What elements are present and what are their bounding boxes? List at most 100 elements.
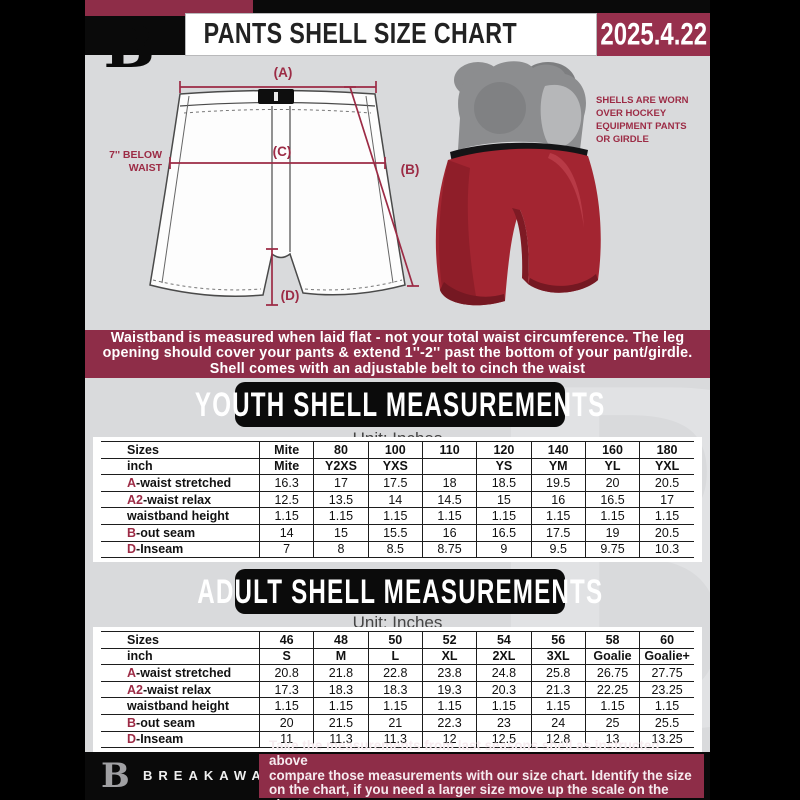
size-cell: 17 — [313, 474, 369, 492]
size-cell: 26.75 — [584, 664, 641, 682]
size-cell: 1.15 — [313, 697, 369, 715]
size-cell: 1.15 — [639, 697, 694, 715]
size-cell: 1.15 — [367, 697, 423, 715]
table-row: waistband height 1.15 1.15 1.15 1.15 1.15 1.15… — [101, 697, 694, 715]
size-cell: 1.15 — [313, 507, 369, 525]
size-cell: 20 — [258, 713, 315, 732]
size-cell: 110 — [421, 441, 478, 459]
youth-size-table: Sizes Mite 80 100 110 120 140 160 180 inch Mite Y2X… — [93, 437, 702, 563]
row-label: A-waist stretched — [101, 474, 260, 492]
size-cell: 1.15 — [258, 697, 315, 715]
size-cell: 17.3 — [258, 680, 315, 699]
equipment-note: SHELLS ARE WORN OVER HOCKEY EQUIPMENT PANT… — [596, 94, 706, 146]
table-row: Sizes 46 48 50 52 54 56 58 60 — [101, 631, 694, 649]
size-cell: Goalie+ — [639, 647, 694, 666]
size-cell: 17 — [639, 490, 694, 509]
size-cell: 22.25 — [584, 680, 641, 699]
size-cell: 15 — [313, 523, 369, 542]
row-label: D-Inseam — [101, 540, 260, 559]
size-cell: 11.3 — [367, 730, 423, 749]
size-cell: 1.15 — [421, 697, 478, 715]
adult-heading-text: ADULT SHELL MEASUREMENTS — [196, 571, 604, 611]
size-cell: 25.5 — [639, 713, 694, 732]
size-cell: 16 — [421, 523, 478, 542]
size-cell: 120 — [476, 441, 532, 459]
size-cell: 22.8 — [367, 664, 423, 682]
size-cell: 27.75 — [639, 664, 694, 682]
size-cell: 54 — [476, 631, 532, 649]
size-cell: YM — [530, 457, 586, 476]
size-cell: 180 — [639, 441, 694, 459]
dim-line-b — [344, 86, 419, 287]
text-line: Waistband is measured when laid flat - n… — [110, 329, 685, 346]
size-cell: 22.3 — [421, 713, 478, 732]
size-cell: 23 — [476, 713, 532, 732]
size-cell: 52 — [421, 631, 478, 649]
size-cell: 1.15 — [258, 507, 315, 525]
brand-logo-icon: B — [103, 13, 155, 81]
size-cell: 25.8 — [530, 664, 586, 682]
size-cell: 9.5 — [530, 540, 586, 559]
size-cell: 160 — [584, 441, 641, 459]
shorts-outline — [149, 89, 406, 297]
size-cell: 12.5 — [258, 490, 315, 509]
document-page: B B PANTS SHELL SIZE CHART 2025.4.22 (A)… — [85, 0, 710, 800]
size-cell — [421, 457, 478, 476]
size-cell: 1.15 — [530, 697, 586, 715]
size-cell: 13.5 — [313, 490, 369, 509]
text-line: opening should cover your pants & extend… — [102, 345, 693, 362]
below-waist-note-line1: 7'' BELOW — [109, 149, 162, 161]
size-cell: 12 — [421, 730, 478, 749]
size-cell: 7 — [258, 540, 315, 559]
table-row: waistband height 1.15 1.15 1.15 1.15 1.15 1.15… — [101, 507, 694, 525]
date-text: 2025.4.22 — [600, 16, 708, 52]
size-cell: 3XL — [530, 647, 586, 666]
size-cell: 19.3 — [421, 680, 478, 699]
size-cell: M — [313, 647, 369, 666]
row-label: Sizes — [101, 441, 260, 459]
size-cell: 15 — [476, 490, 532, 509]
size-cell: 13 — [584, 730, 641, 749]
text-line: OVER HOCKEY — [596, 108, 667, 119]
size-cell: 10.3 — [639, 540, 694, 559]
size-cell: 16.5 — [584, 490, 641, 509]
size-cell: 16.3 — [258, 474, 315, 492]
row-label: waistband height — [101, 697, 260, 715]
size-cell: 15.5 — [367, 523, 423, 542]
text-line: EQUIPMENT PANTS — [596, 121, 687, 132]
size-cell: 50 — [367, 631, 423, 649]
table-row: A-waist stretched 20.8 21.8 22.8 23.8 24.8 25.… — [101, 664, 694, 682]
text-line: Take the measurements from last seasons … — [269, 738, 660, 768]
size-cell: 24 — [530, 713, 586, 732]
size-cell: 20.5 — [639, 474, 694, 492]
size-cell: 18 — [421, 474, 478, 492]
table-row: B-out seam 14 15 15.5 16 16.5 17.5 19 20.5 — [101, 523, 694, 542]
top-edge-accent — [85, 0, 253, 16]
shorts-measurement-diagram: (A) (B) (C) (D) 7'' BELOW WAIST — [109, 65, 419, 306]
size-cell: 1.15 — [584, 697, 641, 715]
row-label: inch — [101, 647, 260, 666]
row-label: Sizes — [101, 631, 260, 649]
size-cell: 46 — [258, 631, 315, 649]
text-line: OR GIRDLE — [596, 134, 649, 145]
size-cell: 11.3 — [313, 730, 369, 749]
size-cell: 20.8 — [258, 664, 315, 682]
table-row: B-out seam 20 21.5 21 22.3 23 24 25 25.5 — [101, 713, 694, 732]
shell-over-girdle-photo — [435, 61, 601, 306]
dim-label-c: (C) — [273, 144, 292, 159]
size-cell: 20 — [584, 474, 641, 492]
size-cell: 24.8 — [476, 664, 532, 682]
size-cell: 13.25 — [639, 730, 694, 749]
size-cell: 140 — [530, 441, 586, 459]
footer-note: Take the measurements from last seasons … — [259, 738, 704, 800]
brand-name: BREAKAWAY — [143, 768, 281, 783]
size-cell: YS — [476, 457, 532, 476]
size-cell: 21.8 — [313, 664, 369, 682]
size-cell: 1.15 — [476, 697, 532, 715]
size-cell: 9.75 — [584, 540, 641, 559]
table-row: A2-waist relax 17.3 18.3 18.3 19.3 20.3 21.3 22… — [101, 680, 694, 699]
row-label: A2-waist relax — [101, 680, 260, 699]
size-cell: 1.15 — [530, 507, 586, 525]
size-cell: 56 — [530, 631, 586, 649]
below-waist-note-line2: WAIST — [129, 162, 163, 174]
